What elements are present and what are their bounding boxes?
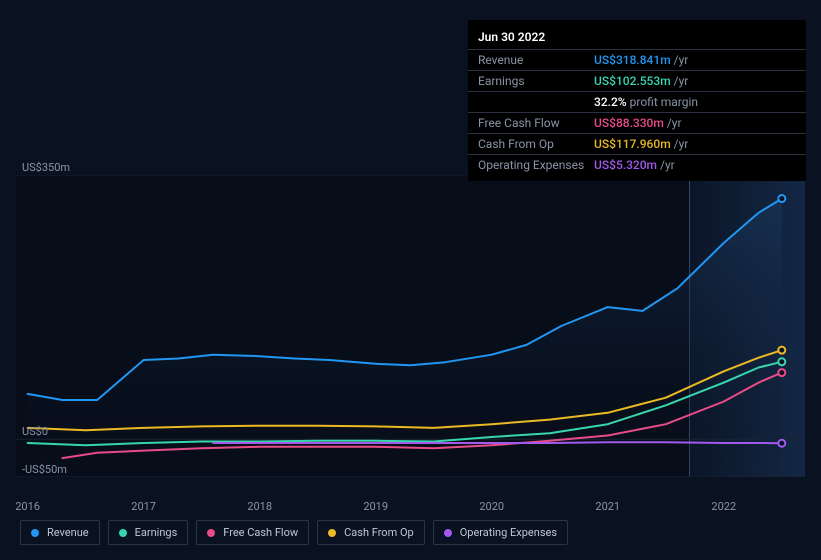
legend-label: Cash From Op [344,526,414,539]
legend-dot-icon [328,529,336,537]
tooltip-row: Operating ExpensesUS$5.320m/yr [468,155,806,175]
tooltip-row: RevenueUS$318.841m/yr [468,50,806,71]
y-tick-label: US$0 [22,425,48,438]
tooltip-row-value: US$318.841m [594,53,671,67]
tooltip-row: Cash From OpUS$117.960m/yr [468,134,806,155]
x-tick-label: 2019 [363,500,388,513]
legend-item[interactable]: Cash From Op [317,520,425,545]
legend-label: Earnings [135,526,178,539]
legend-label: Operating Expenses [460,526,557,539]
legend-item[interactable]: Earnings [108,520,189,545]
x-tick-label: 2018 [247,500,272,513]
legend-item[interactable]: Free Cash Flow [196,520,309,545]
tooltip-row-label: Cash From Op [478,137,594,151]
tooltip-row-label: Revenue [478,53,594,67]
line-chart-svg [16,175,805,477]
tooltip-row-label: Free Cash Flow [478,116,594,130]
tooltip-row-value: US$5.320m [594,158,657,172]
tooltip-row-label: Operating Expenses [478,158,594,172]
legend-item[interactable]: Revenue [20,520,100,545]
legend-dot-icon [207,529,215,537]
tooltip-row-value: US$88.330m [594,116,664,130]
x-tick-label: 2017 [131,500,156,513]
x-tick-label: 2020 [479,500,504,513]
tooltip-row: Free Cash FlowUS$88.330m/yr [468,113,806,134]
tooltip-row-label: Earnings [478,74,594,88]
legend-item[interactable]: Operating Expenses [433,520,568,545]
legend-dot-icon [119,529,127,537]
x-tick-label: 2021 [595,500,620,513]
tooltip-row-value: US$102.553m [594,74,671,88]
plot-area[interactable] [16,175,805,477]
tooltip-row-suffix: /yr [674,137,689,151]
tooltip-row-suffix: /yr [667,116,682,130]
legend-dot-icon [31,529,39,537]
y-tick-label: -US$50m [22,463,67,476]
tooltip-row: EarningsUS$102.553m/yr [468,71,806,92]
tooltip-row-value: US$117.960m [594,137,671,151]
legend-dot-icon [444,529,452,537]
tooltip-row-label [478,95,594,109]
tooltip-row-suffix: profit margin [630,95,698,109]
legend-label: Free Cash Flow [223,526,298,539]
chart-tooltip: Jun 30 2022 RevenueUS$318.841m/yrEarning… [468,20,806,181]
y-tick-label: US$350m [22,161,70,174]
tooltip-row-suffix: /yr [674,74,689,88]
tooltip-row-suffix: /yr [660,158,675,172]
x-tick-label: 2016 [15,500,40,513]
tooltip-row: 32.2%profit margin [468,92,806,113]
tooltip-row-suffix: /yr [674,53,689,67]
x-tick-label: 2022 [711,500,736,513]
tooltip-row-value: 32.2% [594,95,627,109]
chart-legend: Revenue Earnings Free Cash Flow Cash From O… [20,520,568,545]
tooltip-date: Jun 30 2022 [468,26,806,50]
legend-label: Revenue [47,526,89,539]
